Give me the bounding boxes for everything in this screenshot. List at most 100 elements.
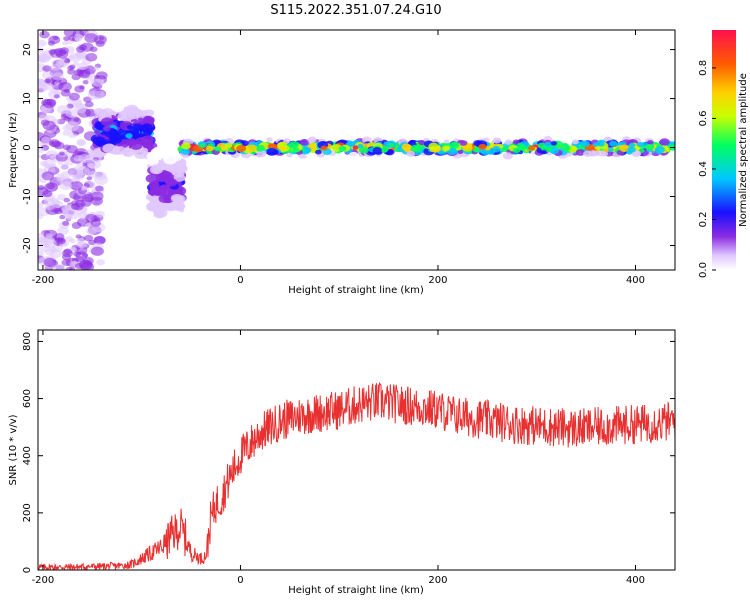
heatmap-cell xyxy=(286,153,293,158)
heatmap-cell xyxy=(159,170,173,180)
heatmap-cell xyxy=(73,251,81,257)
heatmap-cell xyxy=(145,174,159,183)
heatmap-cell xyxy=(41,171,55,181)
heatmap-cell xyxy=(292,147,300,153)
heatmap-cell xyxy=(102,143,116,154)
heatmap-cell xyxy=(62,130,70,136)
heatmap-cell xyxy=(609,140,618,147)
heatmap-cell xyxy=(180,148,191,155)
y-tick-label: 200 xyxy=(22,503,33,522)
heatmap-cell xyxy=(70,181,84,191)
heatmap-cell xyxy=(38,213,44,220)
heatmap-cell xyxy=(94,210,105,218)
heatmap-cell xyxy=(84,223,92,228)
colorbar-ticks: 0.0 0.2 0.4 0.6 0.8 xyxy=(698,60,716,278)
x-tick-label: 400 xyxy=(626,575,645,586)
heatmap-cell xyxy=(65,266,73,270)
heatmap-cell xyxy=(57,226,69,235)
heatmap-cell xyxy=(55,49,69,59)
heatmap-cell xyxy=(358,146,369,154)
heatmap-cell xyxy=(64,58,71,64)
heatmap-cell xyxy=(77,242,85,248)
y-tick-label: -10 xyxy=(22,188,33,204)
heatmap-cell xyxy=(81,185,88,190)
heatmap-cell xyxy=(473,147,480,153)
heatmap-cell xyxy=(38,54,50,64)
heatmap-cell xyxy=(148,202,159,210)
heatmap-cell xyxy=(94,174,109,185)
heatmap-cell xyxy=(125,158,136,166)
heatmap-cell xyxy=(597,150,607,157)
heatmap-cell xyxy=(63,36,70,41)
heatmap-cell xyxy=(550,141,557,146)
heatmap-cell xyxy=(66,144,78,154)
heatmap-cell xyxy=(159,188,171,197)
heatmap-cell xyxy=(81,253,89,258)
heatmap-cell xyxy=(62,249,74,258)
heatmap-cell xyxy=(62,165,69,170)
snr-panel: -200 0 200 400 800 600 400 200 0 Height of stra… xyxy=(8,329,676,596)
colorbar-tick-label: 0.0 xyxy=(698,262,709,278)
heatmap-cell xyxy=(43,83,55,91)
heatmap-cell xyxy=(80,42,94,52)
heatmap-cell xyxy=(73,61,79,66)
heatmap-cell xyxy=(90,191,104,201)
heatmap-cell xyxy=(304,147,312,153)
heatmap-cell xyxy=(132,123,143,131)
spectrogram-y-label: Frequency (Hz) xyxy=(8,112,19,188)
y-tick-label: -20 xyxy=(22,237,33,253)
heatmap-cell xyxy=(544,141,552,147)
heatmap-cell xyxy=(65,236,74,242)
y-tick-label: 600 xyxy=(22,389,33,408)
spectrogram-panel: -200 0 200 400 20 10 0 -10 -20 Height of straig… xyxy=(8,29,676,296)
heatmap-cell xyxy=(76,237,85,244)
heatmap-cell xyxy=(154,190,161,195)
heatmap-cell xyxy=(95,185,104,192)
colorbar-tick-label: 0.8 xyxy=(698,60,709,76)
heatmap-cell xyxy=(300,139,309,146)
heatmap-cell xyxy=(42,98,56,109)
x-tick-label: 0 xyxy=(237,575,243,586)
heatmap-cell xyxy=(372,147,382,154)
heatmap-cell xyxy=(512,147,521,154)
heatmap-cell xyxy=(181,142,191,150)
heatmap-cell xyxy=(54,81,61,86)
heatmap-cell xyxy=(163,215,172,222)
snr-series-line xyxy=(38,382,675,570)
heatmap-cell xyxy=(94,129,101,135)
heatmap-cell xyxy=(95,102,102,108)
x-tick-label: -200 xyxy=(32,275,55,286)
heatmap-cell xyxy=(86,176,93,181)
heatmap-cell xyxy=(632,150,641,157)
heatmap-cell xyxy=(65,121,80,131)
heatmap-cell xyxy=(177,166,184,172)
heatmap-cell xyxy=(141,135,154,145)
spectrogram-frame xyxy=(37,29,676,271)
heatmap-cell xyxy=(63,197,71,203)
heatmap-cell xyxy=(144,109,155,117)
heatmap-cell xyxy=(75,234,82,239)
heatmap-cell xyxy=(58,81,72,92)
heatmap-cell xyxy=(54,264,65,270)
heatmap-cell xyxy=(381,148,388,153)
y-tick-label: 0 xyxy=(22,567,33,573)
heatmap-cell xyxy=(42,190,53,198)
chart-title: S115.2022.351.07.24.G10 xyxy=(270,3,441,18)
heatmap-cell xyxy=(84,234,94,242)
heatmap-cell xyxy=(582,150,592,157)
heatmap-cell xyxy=(266,148,278,156)
heatmap-cell xyxy=(40,136,51,143)
heatmap-cell xyxy=(122,98,134,107)
heatmap-cell xyxy=(62,221,70,227)
heatmap-cell xyxy=(52,72,65,81)
colorbar-tick-label: 0.6 xyxy=(698,110,709,126)
snr-x-label: Height of straight line (km) xyxy=(288,585,424,596)
heatmap-cell xyxy=(151,195,158,201)
heatmap-cell xyxy=(148,181,160,189)
heatmap-cell xyxy=(167,227,177,234)
x-tick-label: 200 xyxy=(428,575,447,586)
heatmap-cell xyxy=(320,145,328,151)
heatmap-cell xyxy=(111,155,119,161)
x-tick-label: 0 xyxy=(237,275,243,286)
heatmap-cell xyxy=(43,238,57,249)
